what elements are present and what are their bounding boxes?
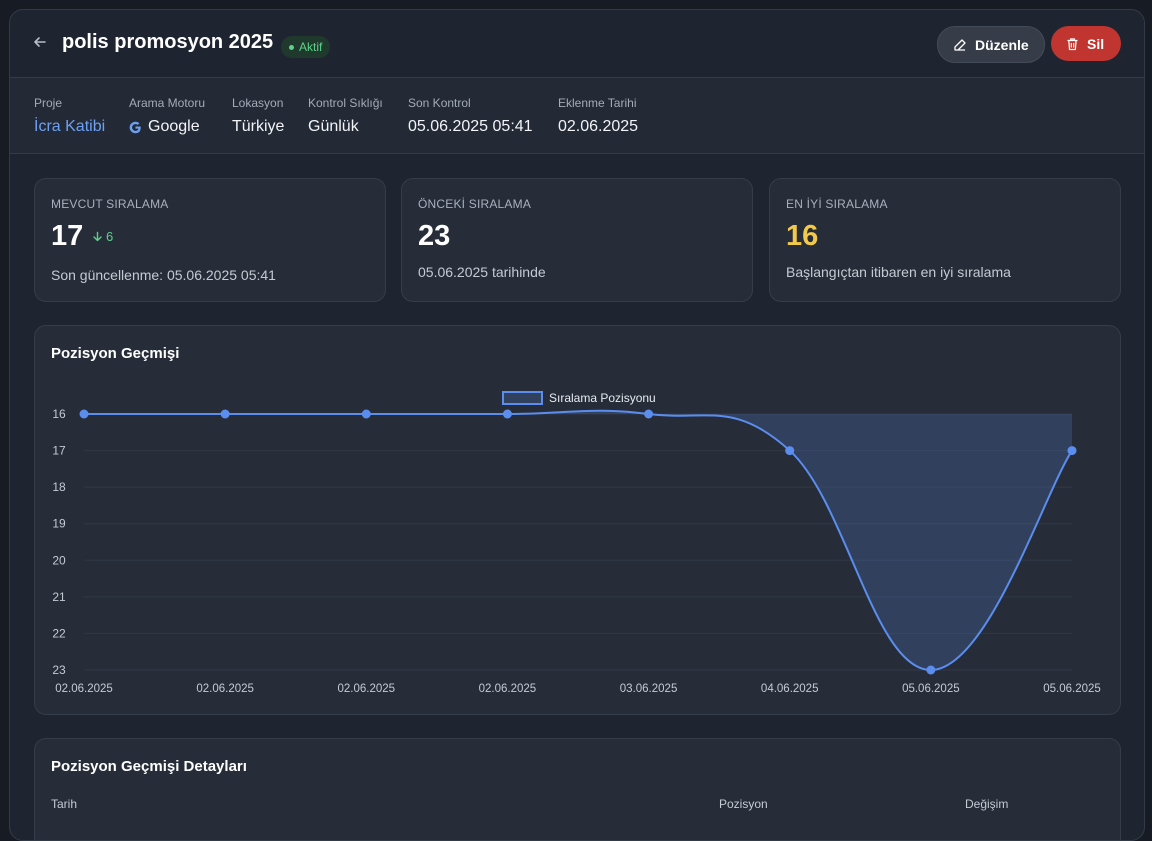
meta-last-check: Son Kontrol 05.06.2025 05:41 xyxy=(408,96,533,136)
meta-added: Eklenme Tarihi 02.06.2025 xyxy=(558,96,638,136)
meta-engine-value: Google xyxy=(148,118,200,135)
google-icon xyxy=(129,121,141,133)
current-rank-updated: Son güncellenme: 05.06.2025 05:41 xyxy=(51,267,276,283)
meta-location-label: Lokasyon xyxy=(232,96,284,110)
delete-button-label: Sil xyxy=(1087,35,1105,52)
current-rank-delta: 6 xyxy=(92,229,113,244)
col-change-header[interactable]: Değişim xyxy=(965,797,1009,811)
y-tick-label: 19 xyxy=(52,517,66,531)
legend-swatch xyxy=(502,391,543,405)
meta-last-check-value: 05.06.2025 05:41 xyxy=(408,118,533,135)
page-frame: polis promosyon 2025 Aktif Düzenle Sil P… xyxy=(9,9,1145,841)
legend-label: Sıralama Pozisyonu xyxy=(549,391,656,405)
meta-last-check-label: Son Kontrol xyxy=(408,96,471,110)
best-rank-label: EN İYİ SIRALAMA xyxy=(786,197,888,211)
meta-engine-value-row: Google xyxy=(129,118,205,136)
trash-icon xyxy=(1067,37,1078,50)
y-tick-label: 16 xyxy=(52,407,66,421)
series-area-fill xyxy=(84,410,1072,670)
header-bar: polis promosyon 2025 Aktif Düzenle Sil xyxy=(10,10,1144,78)
col-position-header[interactable]: Pozisyon xyxy=(719,797,768,811)
position-history-card: Pozisyon Geçmişi 16 17 18 19 20 21 22 23 02.06.2… xyxy=(34,325,1121,715)
y-tick-label: 17 xyxy=(52,444,66,458)
current-rank-label: MEVCUT SIRALAMA xyxy=(51,197,169,211)
edit-button-label: Düzenle xyxy=(975,36,1029,53)
best-rank-value: 16 xyxy=(786,220,819,252)
position-chart: 16 17 18 19 20 21 22 23 02.06.2025 02.06.2025 02.0… xyxy=(52,391,1101,695)
keyword-meta-bar: Proje İcra Katibi Arama Motoru Google Lo… xyxy=(10,78,1144,154)
data-point xyxy=(220,409,230,419)
data-point xyxy=(361,409,371,419)
previous-rank-date: 05.06.2025 tarihinde xyxy=(418,264,546,280)
best-rank-card: EN İYİ SIRALAMA 16 Başlangıçtan itibaren… xyxy=(769,178,1121,302)
meta-project: Proje İcra Katibi xyxy=(34,96,105,136)
y-tick-label: 23 xyxy=(52,663,66,677)
x-tick-label: 02.06.2025 xyxy=(479,683,537,695)
data-point xyxy=(926,665,936,675)
x-tick-label: 04.06.2025 xyxy=(761,683,819,695)
data-point xyxy=(785,446,795,456)
x-tick-label: 05.06.2025 xyxy=(902,683,960,695)
meta-engine-label: Arama Motoru xyxy=(129,96,206,110)
status-dot-icon xyxy=(289,44,294,50)
page-title: polis promosyon 2025 xyxy=(62,31,274,53)
previous-rank-value: 23 xyxy=(418,220,451,252)
meta-project-label: Proje xyxy=(34,96,63,110)
meta-location-value: Türkiye xyxy=(232,118,285,135)
meta-added-value: 02.06.2025 xyxy=(558,118,639,135)
arrow-down-icon xyxy=(93,231,102,242)
x-tick-label: 02.06.2025 xyxy=(338,683,396,695)
current-rank-delta-value: 6 xyxy=(106,229,114,244)
details-title: Pozisyon Geçmişi Detayları xyxy=(51,758,247,775)
meta-added-label: Eklenme Tarihi xyxy=(558,96,637,110)
y-tick-label: 18 xyxy=(52,480,66,494)
meta-location: Lokasyon Türkiye xyxy=(232,96,284,136)
back-arrow-icon[interactable] xyxy=(32,34,52,54)
status-badge: Aktif xyxy=(281,36,331,58)
best-rank-note: Başlangıçtan itibaren en iyi sıralama xyxy=(786,264,1011,280)
meta-project-link[interactable]: İcra Katibi xyxy=(34,118,106,135)
meta-frequency: Kontrol Sıklığı Günlük xyxy=(308,96,383,136)
data-point xyxy=(79,409,89,419)
edit-button[interactable]: Düzenle xyxy=(937,26,1045,63)
col-date-header[interactable]: Tarih xyxy=(51,797,78,811)
y-tick-label: 21 xyxy=(52,590,66,604)
x-tick-label: 03.06.2025 xyxy=(620,683,678,695)
y-tick-label: 22 xyxy=(52,626,66,640)
current-rank-card: MEVCUT SIRALAMA 17 6 Son güncellenme: 05… xyxy=(34,178,386,302)
status-badge-label: Aktif xyxy=(299,40,323,54)
data-point xyxy=(1067,446,1077,456)
current-rank-value: 17 xyxy=(51,220,84,252)
y-tick-label: 20 xyxy=(52,553,66,567)
data-point xyxy=(644,409,654,419)
position-details-card: Pozisyon Geçmişi Detayları Tarih Pozisyo… xyxy=(34,738,1121,840)
x-tick-label: 02.06.2025 xyxy=(55,683,113,695)
meta-frequency-label: Kontrol Sıklığı xyxy=(308,96,383,110)
data-point xyxy=(502,409,512,419)
meta-engine: Arama Motoru Google xyxy=(129,96,205,136)
pencil-icon xyxy=(954,38,966,51)
previous-rank-card: ÖNCEKİ SIRALAMA 23 05.06.2025 tarihinde xyxy=(401,178,753,302)
meta-frequency-value: Günlük xyxy=(308,118,359,135)
x-tick-label: 02.06.2025 xyxy=(196,683,254,695)
delete-button[interactable]: Sil xyxy=(1051,26,1121,61)
chart-section-title: Pozisyon Geçmişi xyxy=(51,345,180,362)
x-tick-label: 05.06.2025 xyxy=(1043,683,1101,695)
previous-rank-label: ÖNCEKİ SIRALAMA xyxy=(418,197,532,211)
